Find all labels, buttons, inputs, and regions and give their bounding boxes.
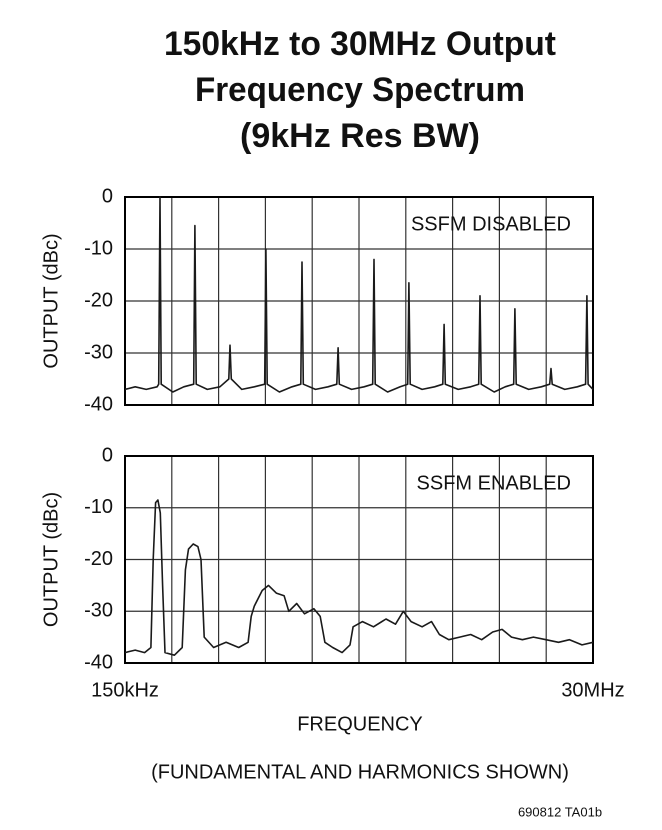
y-axis-label: OUTPUT (dBc) <box>40 492 62 627</box>
y-tick-label: -30 <box>84 600 113 622</box>
title-line: (9kHz Res BW) <box>240 117 480 155</box>
annotation: SSFM DISABLED <box>411 213 571 235</box>
spectrum-line <box>124 499 594 656</box>
title-line: 150kHz to 30MHz Output <box>164 25 556 63</box>
x-tick-label: 150kHz <box>91 679 159 701</box>
y-tick-label: -30 <box>84 341 113 363</box>
y-tick-label: -40 <box>84 393 113 415</box>
annotation: SSFM ENABLED <box>417 472 571 494</box>
y-tick-label: -20 <box>84 548 113 570</box>
y-tick-label: -20 <box>84 289 113 311</box>
title-line: Frequency Spectrum <box>195 71 525 109</box>
plot-frame <box>124 455 594 664</box>
y-tick-label: -40 <box>84 651 113 673</box>
y-tick-label: -10 <box>84 496 113 518</box>
spectrum-line <box>124 196 594 393</box>
y-tick-label: 0 <box>102 444 113 466</box>
figure-code: 690812 TA01b <box>518 804 602 819</box>
plot-frame <box>124 196 594 406</box>
x-tick-label: 30MHz <box>561 679 624 701</box>
y-tick-label: 0 <box>102 185 113 207</box>
note: (FUNDAMENTAL AND HARMONICS SHOWN) <box>151 761 569 783</box>
y-tick-label: -10 <box>84 237 113 259</box>
y-axis-label: OUTPUT (dBc) <box>40 233 62 368</box>
x-axis-label: FREQUENCY <box>297 713 423 735</box>
